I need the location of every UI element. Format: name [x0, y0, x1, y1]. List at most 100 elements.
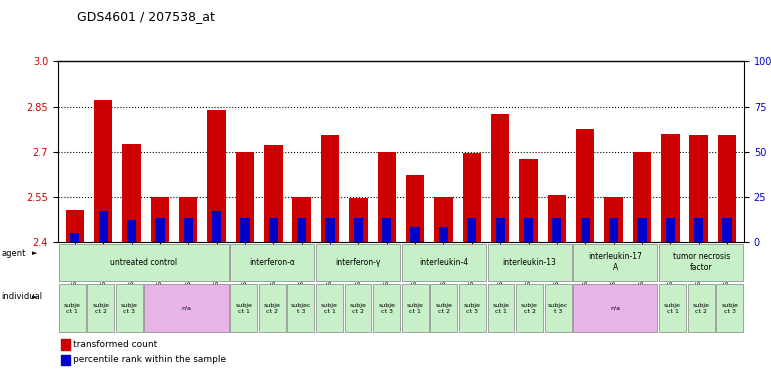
Bar — [552, 218, 561, 242]
Bar — [633, 152, 651, 242]
Bar — [694, 218, 703, 242]
Bar — [659, 243, 743, 281]
Bar — [264, 145, 282, 242]
Bar — [155, 218, 164, 242]
Bar — [87, 284, 114, 332]
Text: GDS4601 / 207538_at: GDS4601 / 207538_at — [77, 10, 215, 23]
Bar — [94, 99, 113, 242]
Bar — [70, 233, 79, 242]
Text: subje
ct 2: subje ct 2 — [692, 303, 709, 314]
Text: subje
ct 3: subje ct 3 — [121, 303, 138, 314]
Bar — [382, 218, 392, 242]
Bar — [61, 355, 70, 365]
Bar — [574, 284, 658, 332]
Bar — [373, 284, 400, 332]
Text: untreated control: untreated control — [110, 258, 177, 266]
Text: interferon-γ: interferon-γ — [335, 258, 381, 266]
Text: subjec
t 3: subjec t 3 — [291, 303, 311, 314]
Text: subje
ct 2: subje ct 2 — [436, 303, 453, 314]
Text: tumor necrosis
factor: tumor necrosis factor — [672, 252, 730, 272]
Bar — [430, 284, 457, 332]
Bar — [604, 197, 623, 242]
Bar — [66, 210, 84, 242]
Text: subje
ct 3: subje ct 3 — [464, 303, 481, 314]
Bar — [123, 144, 141, 242]
Text: subje
ct 1: subje ct 1 — [235, 303, 252, 314]
Bar — [150, 197, 169, 242]
Bar — [665, 218, 675, 242]
Text: subje
ct 1: subje ct 1 — [64, 303, 80, 314]
Bar — [179, 197, 197, 242]
Bar — [378, 152, 396, 242]
Text: subje
ct 3: subje ct 3 — [722, 303, 738, 314]
Bar — [269, 218, 278, 242]
Bar — [297, 218, 306, 242]
Bar — [463, 153, 481, 242]
Text: subje
ct 1: subje ct 1 — [407, 303, 423, 314]
Text: interferon-α: interferon-α — [249, 258, 295, 266]
Text: subje
ct 2: subje ct 2 — [349, 303, 366, 314]
Bar — [241, 218, 250, 242]
Text: subje
ct 3: subje ct 3 — [379, 303, 395, 314]
Bar — [661, 134, 679, 242]
Bar — [467, 218, 476, 242]
Text: interleukin-13: interleukin-13 — [503, 258, 557, 266]
Text: subje
ct 2: subje ct 2 — [93, 303, 109, 314]
Bar — [638, 218, 647, 242]
Bar — [236, 152, 254, 242]
Bar — [231, 243, 315, 281]
Bar — [659, 284, 686, 332]
Bar — [116, 284, 143, 332]
Text: subje
ct 2: subje ct 2 — [264, 303, 281, 314]
Bar — [321, 135, 339, 242]
Text: subje
ct 1: subje ct 1 — [321, 303, 338, 314]
Bar — [144, 284, 228, 332]
Bar — [574, 243, 658, 281]
Text: interleukin-17
A: interleukin-17 A — [588, 252, 642, 272]
Bar — [487, 284, 514, 332]
Text: subje
ct 1: subje ct 1 — [493, 303, 510, 314]
Bar — [406, 175, 424, 242]
Bar — [207, 109, 226, 242]
Bar — [516, 284, 543, 332]
Bar — [61, 339, 70, 349]
Bar — [459, 284, 486, 332]
Bar — [292, 197, 311, 242]
Bar — [345, 284, 372, 332]
Text: n/a: n/a — [611, 306, 621, 311]
Bar — [487, 243, 571, 281]
Text: subje
ct 1: subje ct 1 — [664, 303, 681, 314]
Text: subje
ct 2: subje ct 2 — [521, 303, 538, 314]
Bar — [316, 243, 400, 281]
Bar — [325, 218, 335, 242]
Text: n/a: n/a — [181, 306, 191, 311]
Bar — [718, 135, 736, 242]
Text: subjec
t 3: subjec t 3 — [548, 303, 568, 314]
Bar — [349, 198, 368, 242]
Bar — [434, 197, 453, 242]
Bar — [410, 227, 419, 242]
Bar — [576, 129, 594, 242]
Bar — [59, 284, 86, 332]
Text: agent: agent — [2, 249, 26, 258]
Bar — [231, 284, 257, 332]
Bar — [689, 135, 708, 242]
Bar — [316, 284, 343, 332]
Bar — [127, 220, 136, 242]
Bar — [354, 218, 363, 242]
Bar — [288, 284, 315, 332]
Bar — [99, 211, 108, 242]
Bar — [259, 284, 286, 332]
Bar — [212, 211, 221, 242]
Text: ►: ► — [32, 294, 38, 300]
Bar — [491, 114, 510, 242]
Bar — [402, 284, 429, 332]
Bar — [439, 227, 448, 242]
Bar — [524, 218, 533, 242]
Text: percentile rank within the sample: percentile rank within the sample — [73, 356, 227, 364]
Bar — [609, 218, 618, 242]
Bar — [520, 159, 537, 242]
Text: ►: ► — [32, 250, 38, 256]
Bar — [716, 284, 743, 332]
Text: transformed count: transformed count — [73, 340, 157, 349]
